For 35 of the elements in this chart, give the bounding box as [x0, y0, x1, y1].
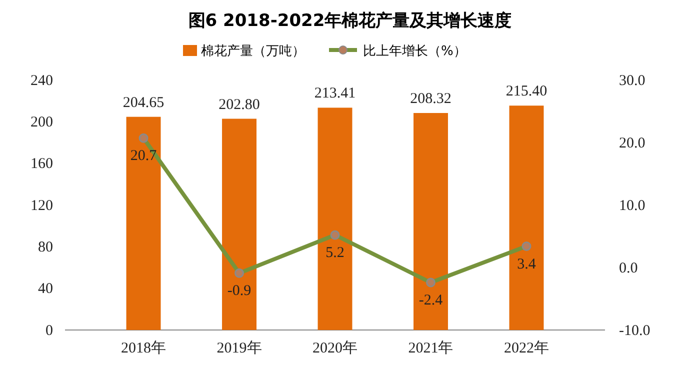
bar: [318, 108, 352, 330]
data-label: 3.4: [517, 256, 536, 272]
y-tick-label: 200: [30, 114, 53, 130]
y2-tick-label: 0.0: [619, 260, 638, 276]
bar: [414, 113, 448, 330]
y-tick-label: 0: [46, 322, 53, 339]
x-tick-label: 2018年: [121, 340, 166, 357]
data-label: -0.9: [227, 283, 252, 300]
y-tick-label: 120: [30, 198, 53, 214]
y-tick-label: 240: [30, 72, 53, 89]
x-tick-label: 2019年: [216, 340, 262, 357]
bar: [126, 116, 161, 330]
data-label: -2.4: [418, 292, 444, 308]
bar: [222, 118, 256, 330]
data-label: 5.2: [326, 245, 344, 261]
x-tick-label: 2022年: [504, 340, 549, 357]
data-label: 213.41: [314, 86, 356, 102]
y-tick-label: 40: [38, 281, 53, 298]
y2-tick-label: -10.0: [619, 322, 650, 339]
y-tick-label: 160: [30, 156, 53, 172]
x-tick-label: 2020年: [312, 340, 358, 357]
data-label: 202.80: [218, 96, 260, 113]
chart-title: 图6 2018-2022年棉花产量及其增长速度: [188, 11, 512, 31]
data-label: 20.7: [130, 148, 158, 164]
y-tick-label: 80: [38, 239, 53, 256]
data-label: 208.32: [410, 91, 452, 107]
data-label: 204.65: [122, 94, 164, 111]
data-label: 215.40: [506, 84, 548, 100]
legend-label: 棉花产量（万吨）: [201, 44, 305, 59]
bar: [509, 106, 544, 330]
legend-label: 比上年增长（%）: [363, 44, 466, 59]
x-tick-label: 2021年: [408, 340, 454, 357]
y2-tick-label: 10.0: [619, 198, 646, 214]
y2-tick-label: 20.0: [619, 135, 646, 152]
y2-tick-label: 30.0: [619, 72, 646, 89]
